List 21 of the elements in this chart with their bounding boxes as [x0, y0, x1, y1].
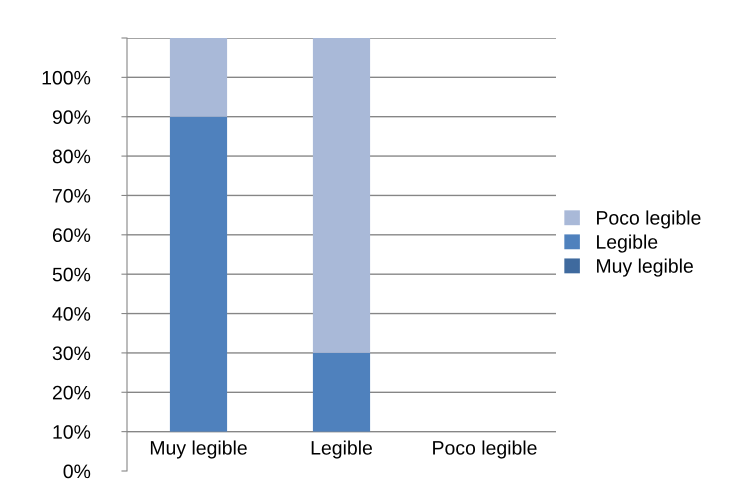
legend-label: Legible	[597, 234, 658, 253]
y-tick-label: 50%	[52, 268, 90, 282]
x-tick-label: Poco legible	[433, 440, 537, 459]
y-tick-label: 60%	[52, 228, 90, 242]
y-tick-label: 40%	[52, 307, 90, 321]
bar	[312, 352, 370, 432]
y-tick-label: 20%	[52, 386, 90, 400]
x-tick-label: Legible	[312, 440, 372, 459]
legend-label: Muy legible	[597, 258, 693, 277]
y-tick-label: 0%	[64, 464, 90, 478]
y-tick-label: 100%	[42, 70, 90, 85]
legend-label: Poco legible	[597, 210, 701, 229]
y-tick-label: 70%	[52, 188, 90, 203]
y-tick-label: 30%	[52, 346, 90, 360]
bar	[170, 38, 228, 117]
y-tick-label: 80%	[52, 150, 90, 164]
bar	[312, 38, 370, 353]
x-tick-label: Muy legible	[150, 440, 247, 459]
bar	[170, 116, 228, 432]
y-tick-label: 10%	[53, 425, 90, 439]
y-tick-label: 90%	[52, 110, 90, 124]
